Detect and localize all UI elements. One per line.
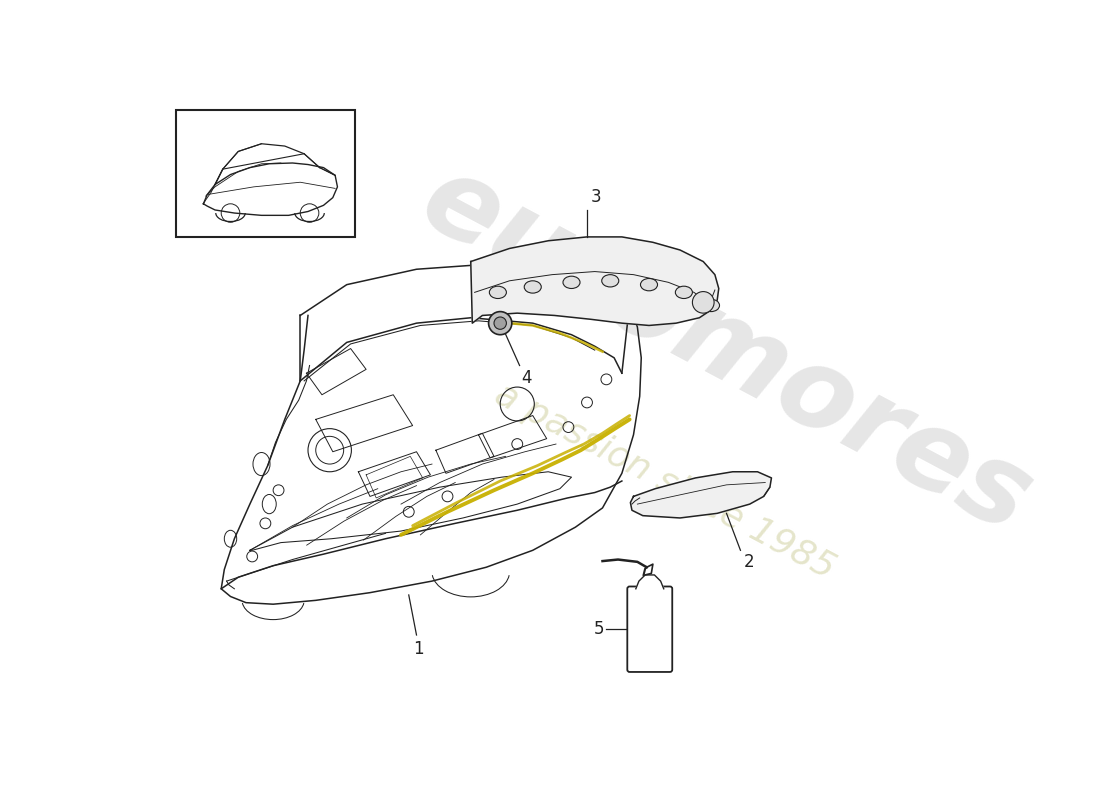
Ellipse shape — [675, 286, 692, 298]
Ellipse shape — [602, 274, 619, 287]
Text: 4: 4 — [521, 370, 531, 387]
Ellipse shape — [525, 281, 541, 293]
Circle shape — [494, 317, 506, 330]
Polygon shape — [630, 472, 771, 518]
Circle shape — [692, 291, 714, 313]
Polygon shape — [636, 575, 663, 589]
Ellipse shape — [703, 299, 719, 312]
Text: 2: 2 — [744, 554, 755, 571]
Polygon shape — [471, 237, 718, 326]
Text: 1: 1 — [412, 640, 424, 658]
Ellipse shape — [640, 278, 658, 291]
Ellipse shape — [490, 286, 506, 298]
Text: a passion since 1985: a passion since 1985 — [488, 377, 840, 586]
Text: euromores: euromores — [404, 145, 1049, 555]
Text: 5: 5 — [594, 620, 604, 638]
FancyBboxPatch shape — [627, 586, 672, 672]
Ellipse shape — [563, 276, 580, 289]
Text: 3: 3 — [591, 188, 602, 206]
Circle shape — [488, 311, 512, 334]
Bar — [176, 110, 354, 237]
